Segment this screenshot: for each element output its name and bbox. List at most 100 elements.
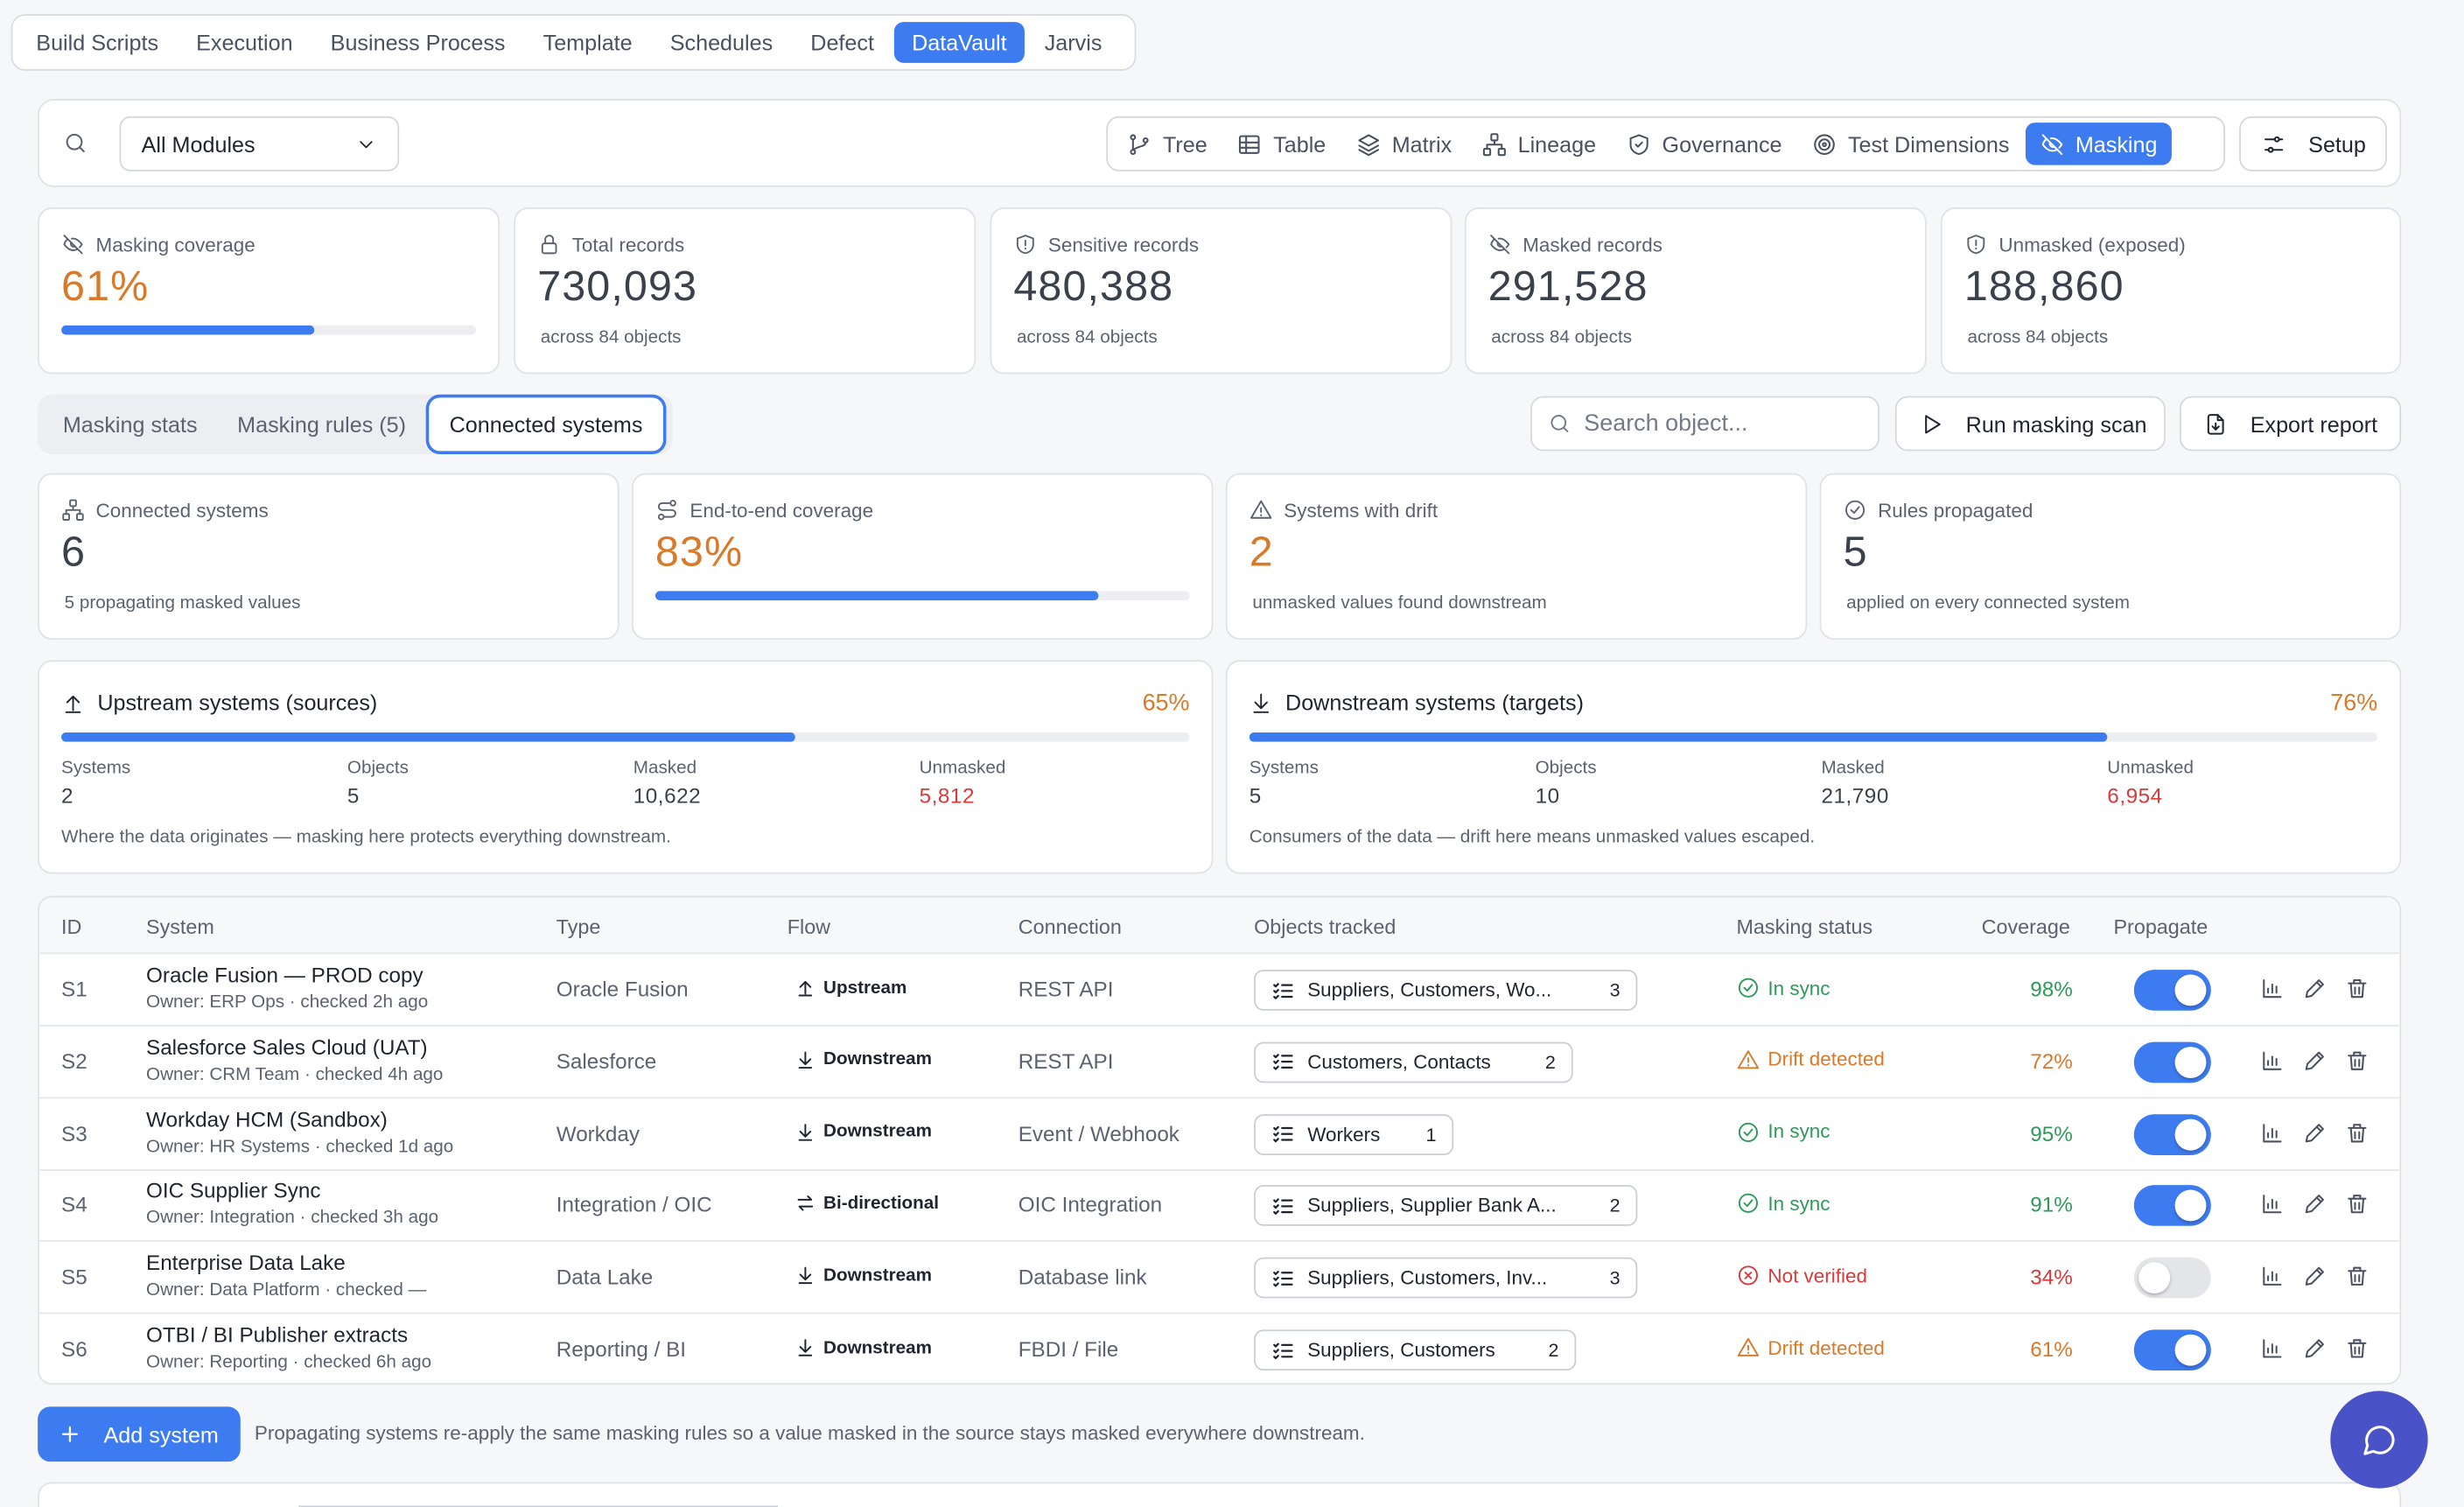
arrow-down-icon [795, 1122, 816, 1142]
bar-chart-icon[interactable] [2260, 1264, 2286, 1289]
arrow-down-icon [795, 1049, 816, 1069]
view-test-dimensions-label: Test Dimensions [1847, 130, 2010, 157]
propagate-toggle[interactable] [2133, 1041, 2211, 1083]
masking-status: In sync [1736, 1120, 1830, 1144]
export-report-button[interactable]: Export report [2179, 396, 2402, 452]
shield-check-icon [1626, 131, 1651, 157]
table-row[interactable]: S2 Salesforce Sales Cloud (UAT) Owner: CRM… [38, 1026, 2400, 1098]
propagate-toggle[interactable] [2133, 1329, 2211, 1371]
search-object-input[interactable]: Search object... [1530, 396, 1880, 452]
objects-tracked-chip[interactable]: Workers 1 [1254, 1113, 1454, 1155]
objects-tracked-chip[interactable]: Suppliers, Customers 2 [1254, 1329, 1577, 1371]
subtab-connected-systems[interactable]: Connected systems [425, 394, 667, 455]
col-system: System [146, 915, 214, 939]
upstream-title: Upstream systems (sources) [97, 690, 378, 716]
stat-label: Masked records [1522, 233, 1662, 256]
view-tree[interactable]: Tree [1112, 123, 1221, 165]
view-governance[interactable]: Governance [1612, 123, 1796, 165]
subtab-masking-stats[interactable]: Masking stats [62, 411, 198, 438]
table-row[interactable]: S5 Enterprise Data Lake Owner: Data Platfo… [38, 1242, 2400, 1314]
row-actions [2260, 1192, 2370, 1217]
col-type: Type [556, 915, 601, 939]
view-matrix[interactable]: Matrix [1341, 123, 1466, 165]
downstream-systems: Systems 5 [1249, 759, 1319, 809]
propagate-toggle[interactable] [2133, 1185, 2211, 1227]
bar-chart-icon[interactable] [2260, 1192, 2286, 1217]
nav-tab-execution[interactable]: Execution [196, 30, 293, 55]
trash-icon[interactable] [2344, 1192, 2370, 1217]
stat-total-records: Total records 730,093 across 84 objects [514, 207, 976, 375]
bar-chart-icon[interactable] [2260, 1048, 2286, 1074]
system-owner: Owner: HR Systems · checked 1d ago [146, 1137, 454, 1157]
bar-chart-icon[interactable] [2260, 976, 2286, 1001]
objects-count: 2 [1548, 1339, 1559, 1362]
propagate-toggle[interactable] [2133, 1258, 2211, 1299]
trash-icon[interactable] [2344, 1264, 2370, 1289]
view-lineage[interactable]: Lineage [1467, 123, 1610, 165]
system-name[interactable]: OTBI / BI Publisher extracts [146, 1323, 409, 1348]
view-test-dimensions[interactable]: Test Dimensions [1797, 123, 2023, 165]
stat-sub: across 84 objects [1491, 328, 1633, 347]
add-system-button[interactable]: Add system [38, 1406, 241, 1462]
downstream-title: Downstream systems (targets) [1285, 690, 1584, 716]
trash-icon[interactable] [2344, 1336, 2370, 1362]
objects-tracked-chip[interactable]: Suppliers, Customers, Inv... 3 [1254, 1258, 1638, 1299]
system-name[interactable]: Workday HCM (Sandbox) [146, 1107, 388, 1132]
system-name[interactable]: Oracle Fusion — PROD copy [146, 963, 424, 987]
file-download-icon [2203, 411, 2229, 437]
list-check-icon [1271, 1050, 1295, 1074]
toggle-knob [2174, 1190, 2207, 1223]
col-masking-status: Masking status [1736, 915, 1873, 939]
edit-pencil-icon[interactable] [2302, 976, 2328, 1001]
objects-tracked-chip[interactable]: Customers, Contacts 2 [1254, 1041, 1573, 1083]
stat-value: 5 [1843, 528, 1868, 576]
propagate-toggle[interactable] [2133, 970, 2211, 1011]
system-type: Workday [556, 1121, 640, 1146]
bar-chart-icon[interactable] [2260, 1120, 2286, 1146]
table-row[interactable]: S6 OTBI / BI Publisher extracts Owner: Rep… [39, 1314, 2399, 1383]
run-masking-scan-label: Run masking scan [1965, 410, 2147, 437]
trash-icon[interactable] [2344, 1120, 2370, 1146]
trash-icon[interactable] [2344, 976, 2370, 1001]
search-icon[interactable] [63, 130, 88, 156]
col-coverage: Coverage [1981, 915, 2070, 939]
bar-chart-icon[interactable] [2260, 1336, 2286, 1362]
table-row[interactable]: S4 OIC Supplier Sync Owner: Integration · … [38, 1170, 2400, 1243]
system-name[interactable]: OIC Supplier Sync [146, 1179, 321, 1203]
chat-button[interactable] [2330, 1391, 2428, 1489]
view-table[interactable]: Table [1223, 123, 1340, 165]
nav-tab-schedules[interactable]: Schedules [669, 30, 774, 55]
row-actions [2260, 1048, 2370, 1074]
edit-pencil-icon[interactable] [2302, 1192, 2328, 1217]
edit-pencil-icon[interactable] [2302, 1264, 2328, 1289]
eye-off-icon [1488, 233, 1512, 256]
table-row[interactable]: S3 Workday HCM (Sandbox) Owner: HR Systems… [38, 1098, 2400, 1171]
nav-tab-jarvis[interactable]: Jarvis [1044, 30, 1102, 55]
stat-sub: applied on every connected system [1846, 593, 2130, 613]
edit-pencil-icon[interactable] [2302, 1120, 2328, 1146]
arrows-left-right-icon [795, 1194, 816, 1214]
subtab-masking-rules[interactable]: Masking rules (5) [237, 411, 407, 438]
warning-triangle-icon [1736, 1336, 1760, 1360]
nav-tab-defect[interactable]: Defect [810, 30, 874, 55]
eye-off-icon [61, 233, 85, 256]
edit-pencil-icon[interactable] [2302, 1336, 2328, 1362]
propagate-toggle[interactable] [2133, 1113, 2211, 1155]
table-row[interactable]: S1 Oracle Fusion — PROD copy Owner: ERP Op… [38, 954, 2400, 1027]
objects-tracked-chip[interactable]: Suppliers, Customers, Wo... 3 [1254, 970, 1638, 1011]
system-name[interactable]: Salesforce Sales Cloud (UAT) [146, 1035, 428, 1060]
trash-icon[interactable] [2344, 1048, 2370, 1074]
nav-tab-business-process[interactable]: Business Process [330, 30, 506, 55]
system-name[interactable]: Enterprise Data Lake [146, 1251, 346, 1275]
nav-tab-datavault[interactable]: DataVault [894, 22, 1025, 63]
setup-button[interactable]: Setup [2239, 116, 2387, 172]
view-masking[interactable]: Masking [2025, 123, 2172, 165]
edit-pencil-icon[interactable] [2302, 1048, 2328, 1074]
nav-tab-build-scripts[interactable]: Build Scripts [36, 30, 159, 55]
objects-tracked-chip[interactable]: Suppliers, Supplier Bank A... 2 [1254, 1185, 1638, 1227]
run-masking-scan-button[interactable]: Run masking scan [1894, 396, 2166, 452]
module-select[interactable]: All Modules [119, 116, 400, 172]
objects-count: 2 [1609, 1195, 1620, 1217]
connection-type: Database link [1018, 1265, 1147, 1289]
nav-tab-template[interactable]: Template [542, 30, 633, 55]
